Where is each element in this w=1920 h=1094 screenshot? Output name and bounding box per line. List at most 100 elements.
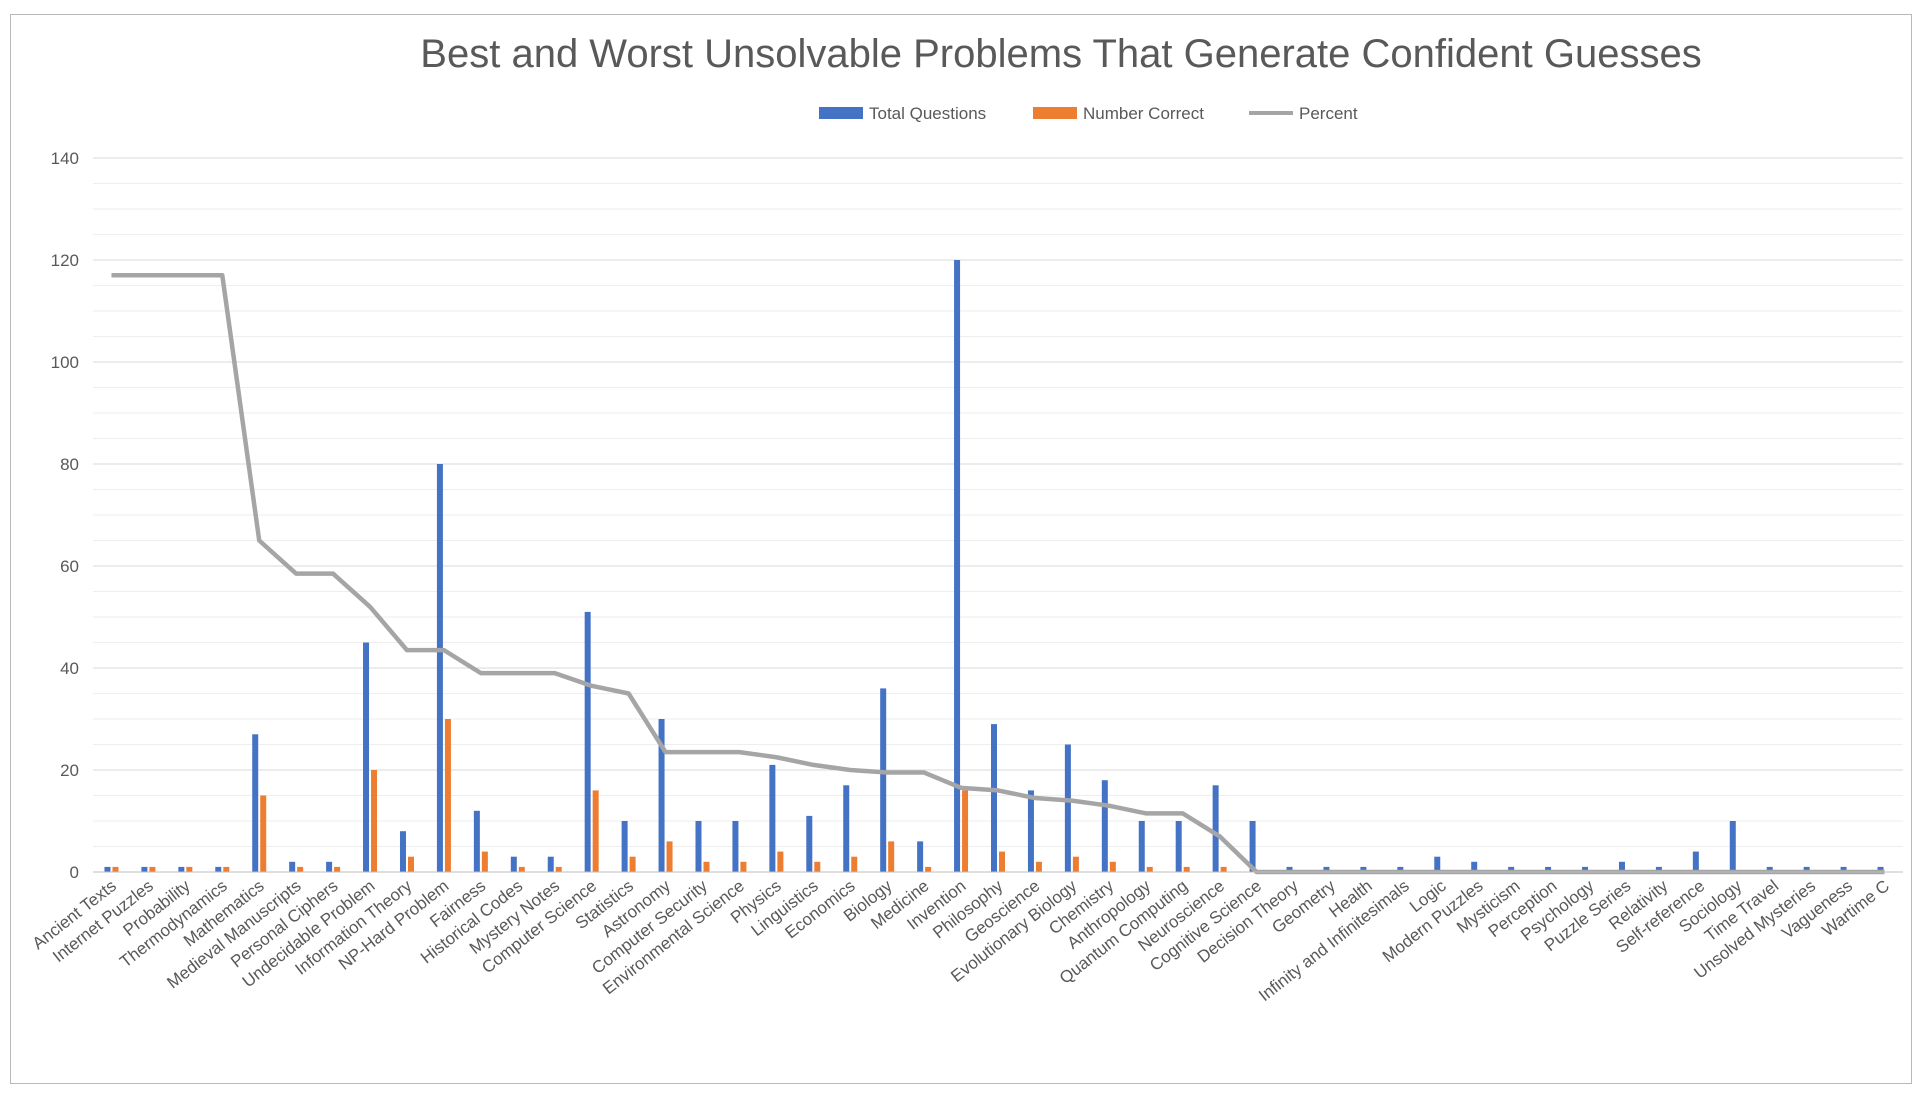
y-axis: 0 20 40 60 80 100 120 140 bbox=[51, 149, 79, 882]
bar-number-correct bbox=[888, 841, 895, 872]
y-tick-label: 120 bbox=[51, 251, 79, 270]
chart-svg: Best and Worst Unsolvable Problems That … bbox=[29, 32, 1903, 1005]
bar-total-questions bbox=[473, 810, 480, 872]
y-tick-label: 80 bbox=[60, 455, 79, 474]
bar-total-questions bbox=[510, 856, 517, 872]
bar-total-questions bbox=[289, 861, 296, 872]
bar-number-correct bbox=[703, 861, 710, 872]
bar-total-questions bbox=[1323, 866, 1330, 872]
bar-total-questions bbox=[1360, 866, 1367, 872]
bar-number-correct bbox=[1183, 866, 1190, 872]
bar-total-questions bbox=[1434, 856, 1441, 872]
bar-total-questions bbox=[1101, 780, 1108, 872]
legend-number-correct-label: Number Correct bbox=[1083, 104, 1204, 123]
y-tick-label: 60 bbox=[60, 557, 79, 576]
bar-total-questions bbox=[1249, 821, 1256, 872]
bar-total-questions bbox=[954, 260, 961, 872]
legend-number-correct-swatch bbox=[1033, 107, 1077, 119]
bar-total-questions bbox=[584, 611, 591, 872]
bar-number-correct bbox=[407, 856, 414, 872]
bar-total-questions bbox=[1508, 866, 1515, 872]
bar-number-correct bbox=[1220, 866, 1227, 872]
bar-total-questions bbox=[658, 719, 665, 872]
bar-number-correct bbox=[962, 790, 969, 872]
bar-number-correct bbox=[371, 770, 378, 872]
bar-total-questions bbox=[1286, 866, 1293, 872]
bar-number-correct bbox=[1035, 861, 1042, 872]
bar-number-correct bbox=[223, 866, 230, 872]
y-tick-label: 100 bbox=[51, 353, 79, 372]
bar-total-questions bbox=[104, 866, 111, 872]
bar-total-questions bbox=[1729, 821, 1736, 872]
bar-number-correct bbox=[444, 719, 451, 872]
bar-total-questions bbox=[806, 815, 813, 872]
bar-total-questions bbox=[1175, 821, 1182, 872]
bar-total-questions bbox=[1545, 866, 1552, 872]
bar-total-questions bbox=[917, 841, 924, 872]
bar-number-correct bbox=[851, 856, 858, 872]
bar-total-questions bbox=[399, 831, 406, 872]
bar-number-correct bbox=[186, 866, 193, 872]
bar-total-questions bbox=[1027, 790, 1034, 872]
percent-line bbox=[111, 273, 1885, 875]
bar-total-questions bbox=[141, 866, 148, 872]
bar-number-correct bbox=[1146, 866, 1153, 872]
bar-number-correct bbox=[1109, 861, 1116, 872]
legend-percent-label: Percent bbox=[1299, 104, 1358, 123]
y-tick-label: 140 bbox=[51, 149, 79, 168]
bar-total-questions bbox=[1064, 744, 1071, 872]
bar-number-correct bbox=[777, 851, 784, 872]
bar-number-correct bbox=[814, 861, 821, 872]
y-tick-label: 40 bbox=[60, 659, 79, 678]
bar-total-questions bbox=[695, 821, 702, 872]
bar-number-correct bbox=[666, 841, 673, 872]
bar-number-correct bbox=[592, 790, 599, 872]
bar-total-questions bbox=[547, 856, 554, 872]
bar-number-correct bbox=[481, 851, 488, 872]
line-series bbox=[111, 273, 1885, 875]
bar-number-correct bbox=[1072, 856, 1079, 872]
legend-total-questions-label: Total Questions bbox=[869, 104, 986, 123]
chart-title: Best and Worst Unsolvable Problems That … bbox=[420, 32, 1701, 76]
gridlines bbox=[93, 157, 1903, 873]
bar-total-questions bbox=[1692, 851, 1699, 872]
bar-number-correct bbox=[925, 866, 932, 872]
y-tick-label: 0 bbox=[70, 863, 79, 882]
bar-total-questions bbox=[1618, 861, 1625, 872]
bar-total-questions bbox=[1138, 821, 1145, 872]
bar-total-questions bbox=[1582, 866, 1589, 872]
bar-total-questions bbox=[769, 764, 776, 872]
bar-total-questions bbox=[1766, 866, 1773, 872]
chart-frame: Best and Worst Unsolvable Problems That … bbox=[10, 14, 1912, 1084]
bar-total-questions bbox=[1877, 866, 1884, 872]
bar-number-correct bbox=[149, 866, 156, 872]
bar-total-questions bbox=[843, 785, 850, 872]
legend: Total Questions Number Correct Percent bbox=[819, 104, 1358, 123]
bar-number-correct bbox=[740, 861, 747, 872]
bar-total-questions bbox=[215, 866, 222, 872]
bar-total-questions bbox=[363, 642, 370, 872]
bar-total-questions bbox=[178, 866, 185, 872]
bar-total-questions bbox=[1840, 866, 1847, 872]
bar-total-questions bbox=[1397, 866, 1404, 872]
bar-number-correct bbox=[297, 866, 304, 872]
bar-total-questions bbox=[1471, 861, 1478, 872]
bar-total-questions bbox=[252, 734, 259, 872]
bar-total-questions bbox=[621, 821, 628, 872]
bar-number-correct bbox=[629, 856, 636, 872]
bar-number-correct bbox=[555, 866, 562, 872]
y-tick-label: 20 bbox=[60, 761, 79, 780]
bar-total-questions bbox=[1212, 785, 1219, 872]
legend-total-questions-swatch bbox=[819, 107, 863, 119]
bar-total-questions bbox=[1803, 866, 1810, 872]
bar-number-correct bbox=[260, 795, 267, 872]
bar-total-questions bbox=[326, 861, 333, 872]
bar-number-correct bbox=[112, 866, 119, 872]
bars bbox=[104, 260, 1884, 872]
bar-number-correct bbox=[518, 866, 525, 872]
bar-total-questions bbox=[436, 464, 443, 872]
bar-total-questions bbox=[732, 821, 739, 872]
bar-total-questions bbox=[1655, 866, 1662, 872]
bar-number-correct bbox=[334, 866, 341, 872]
